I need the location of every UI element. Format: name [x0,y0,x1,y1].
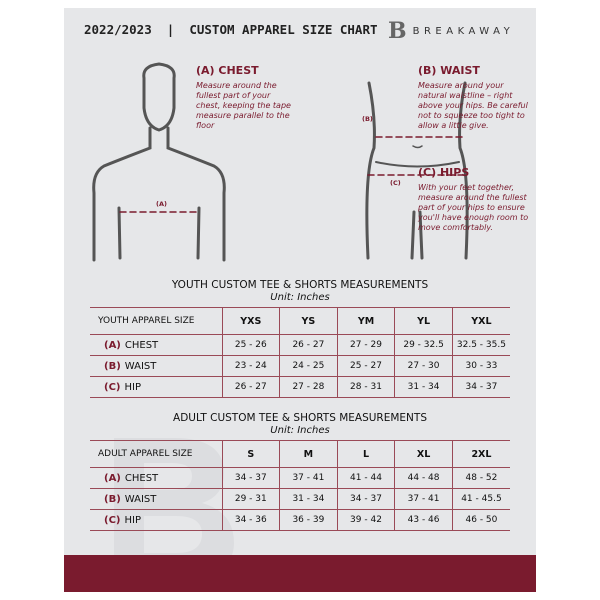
waist-description: Measure around your natural waistline – … [418,81,528,130]
brand-logo: B BREAKAWAY [388,18,514,44]
chest-marker: (A) [156,200,167,208]
table-cell: 34 - 37 [221,467,281,489]
row-label: CHEST [124,339,159,351]
youth-table-title: YOUTH CUSTOM TEE & SHORTS MEASUREMENTS [171,279,429,291]
hips-description: With your feet together, measure around … [418,183,529,232]
table-row: (C) HIP 26 - 27 27 - 28 28 - 31 31 - 34 34 - 3… [90,376,510,398]
waist-marker: (B) [362,115,373,123]
table-row: (A) CHEST 25 - 26 26 - 27 27 - 29 29 - 32.5 32… [90,334,510,356]
table-header: L [336,440,396,468]
table-cell: 34 - 36 [221,509,281,531]
table-header: YXL [451,307,510,335]
table-cell: 46 - 50 [451,509,510,531]
table-row: (B) WAIST 23 - 24 24 - 25 25 - 27 27 - 30 30 -… [90,355,510,377]
body-illustration [92,62,469,262]
youth-size-table: YOUTH APPAREL SIZE YXS YS YM YL YXL (A) C… [90,307,510,398]
table-header: YS [279,307,338,335]
table-header: YL [394,307,453,335]
table-cell: 23 - 24 [221,355,281,377]
table-header: YM [336,307,396,335]
table-cell: 44 - 48 [394,467,453,489]
row-label: HIP [124,381,141,393]
table-cell: 25 - 27 [336,355,396,377]
table-cell: 34 - 37 [336,488,396,510]
row-label: CHEST [124,472,159,484]
adult-unit: Unit: Inches [270,425,330,436]
table-cell: 37 - 41 [394,488,453,510]
table-header: XL [394,440,453,468]
logo-icon: B [388,18,407,44]
waist-figure [365,81,469,260]
table-cell: 31 - 34 [394,376,453,398]
table-cell: 32.5 - 35.5 [451,334,510,356]
table-cell: 41 - 44 [336,467,396,489]
brand-name: BREAKAWAY [412,25,515,37]
table-header: YXS [221,307,281,335]
chest-description: Measure around the fullest part of your … [196,81,291,130]
table-row: (C) HIP 34 - 36 36 - 39 39 - 42 43 - 46 46 - 5… [90,509,510,531]
row-code: (B) [104,493,121,505]
table-header: ADULT APPAREL SIZE [90,440,223,468]
table-cell: 24 - 25 [279,355,338,377]
footer-band [64,555,536,592]
table-header: S [221,440,281,468]
table-cell: 36 - 39 [279,509,338,531]
table-cell: 34 - 37 [451,376,510,398]
table-cell: 25 - 26 [221,334,281,356]
table-cell: 48 - 52 [451,467,510,489]
table-cell: 29 - 31 [221,488,281,510]
table-header-row: ADULT APPAREL SIZE S M L XL 2XL [90,440,510,468]
chest-heading: (A) CHEST [196,64,259,77]
table-cell: 26 - 27 [221,376,281,398]
hips-marker: (C) [390,179,401,187]
table-cell: 41 - 45.5 [451,488,510,510]
row-code: (B) [104,360,121,372]
table-row: (B) WAIST 29 - 31 31 - 34 34 - 37 37 - 41 41 -… [90,488,510,510]
adult-size-table: ADULT APPAREL SIZE S M L XL 2XL (A) CHEST… [90,440,510,531]
row-code: (A) [104,339,121,351]
table-cell: 27 - 30 [394,355,453,377]
table-cell: 27 - 29 [336,334,396,356]
row-code: (A) [104,472,121,484]
youth-unit: Unit: Inches [270,292,330,303]
table-cell: 27 - 28 [279,376,338,398]
row-label: HIP [124,514,141,526]
table-cell: 29 - 32.5 [394,334,453,356]
row-code: (C) [104,514,121,526]
hips-heading: (C) HIPS [418,166,470,179]
table-cell: 28 - 31 [336,376,396,398]
size-chart-page: 2022/2023 | CUSTOM APPAREL SIZE CHART B … [64,8,536,592]
row-code: (C) [104,381,121,393]
table-cell: 31 - 34 [279,488,338,510]
table-cell: 37 - 41 [279,467,338,489]
row-label: WAIST [124,493,157,505]
table-header: YOUTH APPAREL SIZE [90,307,223,335]
adult-table-title: ADULT CUSTOM TEE & SHORTS MEASUREMENTS [173,412,427,424]
chest-figure [92,62,226,262]
table-header: M [279,440,338,468]
table-cell: 43 - 46 [394,509,453,531]
table-cell: 30 - 33 [451,355,510,377]
table-cell: 39 - 42 [336,509,396,531]
row-label: WAIST [124,360,157,372]
table-header: 2XL [451,440,510,468]
table-header-row: YOUTH APPAREL SIZE YXS YS YM YL YXL [90,307,510,335]
table-row: (A) CHEST 34 - 37 37 - 41 41 - 44 44 - 48 48 -… [90,467,510,489]
page-title: 2022/2023 | CUSTOM APPAREL SIZE CHART [84,22,378,37]
table-cell: 26 - 27 [279,334,338,356]
waist-heading: (B) WAIST [418,64,480,77]
